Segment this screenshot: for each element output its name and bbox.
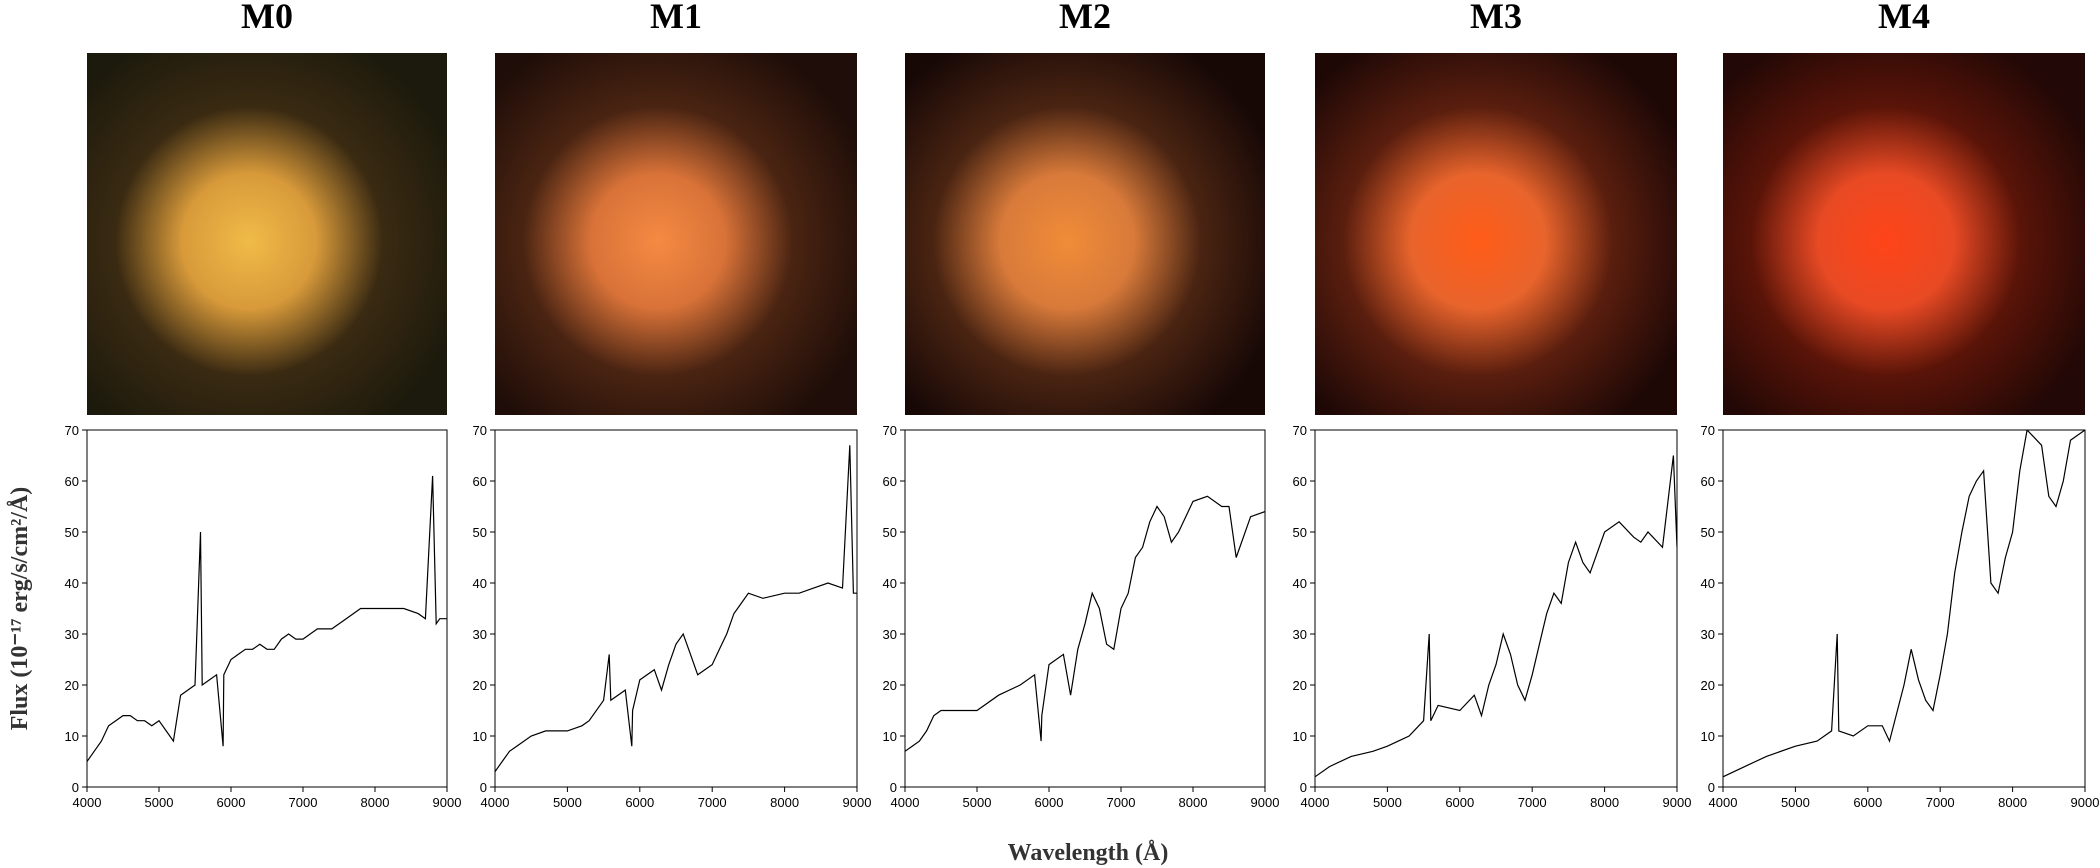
- y-tick-label: 10: [1293, 729, 1307, 744]
- y-tick-label: 30: [1293, 627, 1307, 642]
- x-tick-label: 9000: [1251, 795, 1280, 810]
- y-tick-label: 50: [1293, 525, 1307, 540]
- y-tick-label: 50: [65, 525, 79, 540]
- y-tick-label: 30: [883, 627, 897, 642]
- y-tick-label: 0: [1708, 780, 1715, 795]
- y-tick-label: 70: [65, 423, 79, 438]
- x-tick-label: 7000: [1926, 795, 1955, 810]
- y-tick-label: 50: [883, 525, 897, 540]
- x-tick-label: 4000: [1709, 795, 1738, 810]
- x-tick-label: 6000: [217, 795, 246, 810]
- x-tick-label: 8000: [770, 795, 799, 810]
- y-tick-label: 60: [1701, 474, 1715, 489]
- star-image: [87, 53, 447, 415]
- star-image: [1723, 53, 2085, 415]
- y-tick-label: 10: [1701, 729, 1715, 744]
- x-tick-label: 7000: [289, 795, 318, 810]
- y-tick-label: 40: [1293, 576, 1307, 591]
- axes-frame: [86, 429, 448, 788]
- axes-frame: [1722, 429, 2086, 788]
- x-tick-label: 7000: [698, 795, 727, 810]
- y-tick-label: 60: [1293, 474, 1307, 489]
- y-tick-label: 70: [883, 423, 897, 438]
- x-tick-label: 9000: [843, 795, 872, 810]
- y-tick-label: 40: [473, 576, 487, 591]
- y-tick-label: 60: [65, 474, 79, 489]
- y-tick-label: 70: [1701, 423, 1715, 438]
- spectrum-line: [1315, 455, 1677, 778]
- x-tick-label: 6000: [1035, 795, 1064, 810]
- y-tick-label: 30: [1701, 627, 1715, 642]
- x-tick-label: 8000: [1179, 795, 1208, 810]
- y-tick-label: 60: [473, 474, 487, 489]
- y-tick-label: 10: [65, 729, 79, 744]
- x-tick-label: 8000: [1590, 795, 1619, 810]
- x-axis-label: Wavelength (Å): [1008, 840, 1169, 866]
- y-tick-label: 20: [883, 678, 897, 693]
- spectrum-line: [905, 495, 1265, 752]
- y-tick-label: 40: [883, 576, 897, 591]
- y-tick-label: 40: [1701, 576, 1715, 591]
- y-tick-label: 50: [1701, 525, 1715, 540]
- x-tick-label: 7000: [1518, 795, 1547, 810]
- x-tick-label: 9000: [1663, 795, 1692, 810]
- axes-frame: [904, 429, 1266, 788]
- spectrum-line: [87, 475, 447, 762]
- x-tick-label: 5000: [1373, 795, 1402, 810]
- y-tick-label: 10: [883, 729, 897, 744]
- panel-title: M0: [241, 0, 293, 36]
- x-tick-label: 7000: [1107, 795, 1136, 810]
- x-tick-label: 5000: [1781, 795, 1810, 810]
- star-image: [905, 53, 1265, 415]
- panel-title: M1: [650, 0, 702, 36]
- y-tick-label: 30: [65, 627, 79, 642]
- x-tick-label: 8000: [361, 795, 390, 810]
- y-tick-label: 50: [473, 525, 487, 540]
- y-tick-label: 30: [473, 627, 487, 642]
- y-tick-label: 20: [1293, 678, 1307, 693]
- star-image: [1315, 53, 1677, 415]
- y-tick-label: 70: [1293, 423, 1307, 438]
- y-tick-label: 0: [72, 780, 79, 795]
- y-tick-label: 0: [480, 780, 487, 795]
- y-axis-label: Flux (10⁻¹⁷ erg/s/cm²/Å): [7, 487, 33, 731]
- x-tick-label: 4000: [1301, 795, 1330, 810]
- x-tick-label: 5000: [963, 795, 992, 810]
- spectrum-line: [495, 445, 857, 773]
- y-tick-label: 0: [1300, 780, 1307, 795]
- x-tick-label: 4000: [481, 795, 510, 810]
- x-tick-label: 5000: [553, 795, 582, 810]
- x-tick-label: 6000: [1445, 795, 1474, 810]
- y-tick-label: 20: [473, 678, 487, 693]
- x-tick-label: 9000: [2071, 795, 2100, 810]
- x-tick-label: 5000: [145, 795, 174, 810]
- panel-title: M3: [1470, 0, 1522, 36]
- spectrum-line: [1723, 430, 2085, 778]
- y-tick-label: 20: [1701, 678, 1715, 693]
- y-tick-label: 20: [65, 678, 79, 693]
- y-tick-label: 40: [65, 576, 79, 591]
- y-tick-label: 70: [473, 423, 487, 438]
- y-tick-label: 10: [473, 729, 487, 744]
- x-tick-label: 8000: [1998, 795, 2027, 810]
- x-tick-label: 4000: [891, 795, 920, 810]
- axes-frame: [494, 429, 858, 788]
- y-tick-label: 0: [890, 780, 897, 795]
- x-tick-label: 9000: [433, 795, 462, 810]
- star-image: [495, 53, 857, 415]
- x-tick-label: 4000: [73, 795, 102, 810]
- panel-title: M2: [1059, 0, 1111, 36]
- x-tick-label: 6000: [625, 795, 654, 810]
- y-tick-label: 60: [883, 474, 897, 489]
- x-tick-label: 6000: [1853, 795, 1882, 810]
- axes-frame: [1314, 429, 1678, 788]
- panel-title: M4: [1878, 0, 1930, 36]
